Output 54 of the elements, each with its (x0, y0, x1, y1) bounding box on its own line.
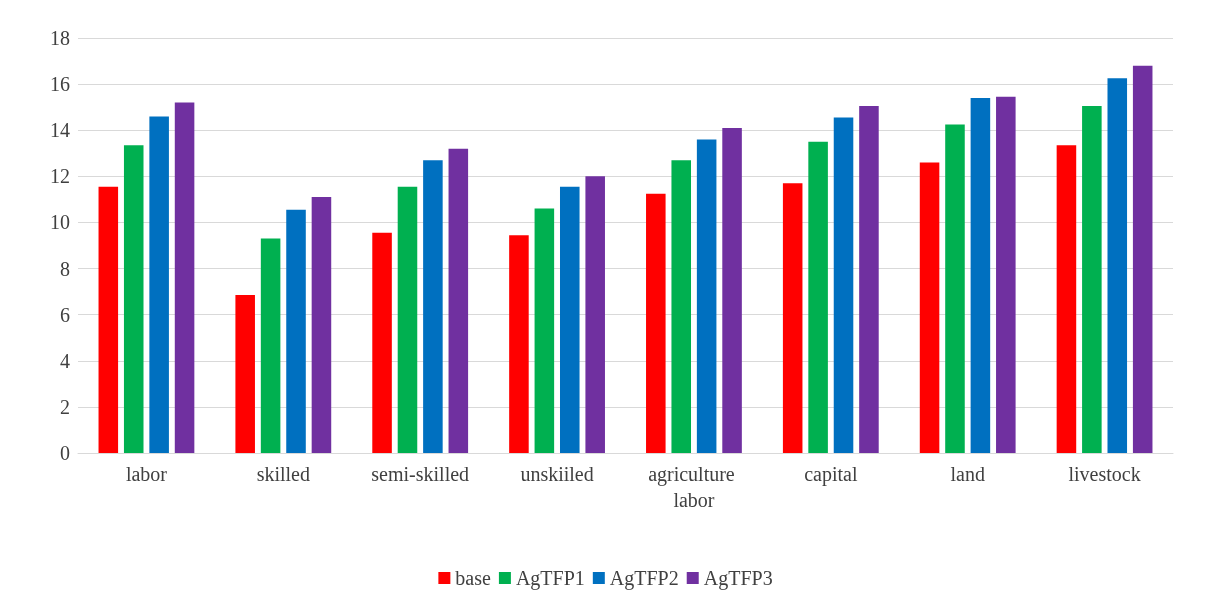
legend-label: AgTFP3 (703, 567, 773, 590)
y-tick-label: 0 (60, 442, 70, 464)
bar (1082, 106, 1102, 453)
bar (534, 208, 555, 453)
x-tick-label: semi-skilled (371, 463, 470, 485)
bar (509, 235, 529, 453)
x-tick-label: labor (125, 463, 168, 485)
legend-label: base (455, 567, 492, 589)
x-tick-label: unskiiled (520, 463, 594, 485)
y-tick-label: 2 (60, 395, 70, 418)
bar (808, 141, 828, 453)
bar (560, 186, 580, 453)
bar (996, 96, 1016, 453)
x-tick-label: skilled (256, 463, 310, 485)
bar (722, 127, 742, 453)
bar (782, 183, 803, 453)
bar (372, 232, 392, 453)
bar (423, 160, 443, 453)
bar (235, 295, 255, 453)
y-tick-label: 6 (60, 303, 70, 326)
bar (833, 117, 854, 453)
bar (1132, 65, 1153, 453)
bar (123, 145, 144, 453)
y-tick-label: 4 (60, 349, 70, 372)
bar (859, 106, 879, 453)
y-tick-label: 14 (50, 119, 70, 142)
bar (448, 148, 469, 453)
bar (671, 160, 691, 453)
bar (98, 186, 119, 453)
bar (646, 193, 666, 453)
x-tick-label: land (950, 463, 985, 485)
bar (696, 139, 717, 453)
bar (174, 102, 195, 453)
legend-label: AgTFP1 (515, 567, 585, 590)
y-tick-label: 8 (60, 257, 70, 280)
x-tick-label: agriculture labor (648, 463, 740, 511)
bar (311, 197, 332, 453)
bar (1107, 78, 1128, 453)
bar (970, 97, 991, 453)
bar (919, 162, 940, 453)
x-tick-label: livestock (1068, 463, 1141, 485)
bar (945, 124, 965, 453)
bar (286, 209, 306, 453)
bar (585, 176, 605, 453)
legend-label: AgTFP2 (609, 567, 679, 590)
y-tick-label: 10 (50, 211, 70, 234)
y-tick-label: 12 (50, 165, 70, 188)
bar (397, 186, 418, 453)
y-tick-label: 18 (50, 27, 70, 49)
bar (149, 116, 169, 453)
x-tick-label: capital (804, 463, 858, 486)
bar (1056, 145, 1077, 453)
y-tick-label: 16 (50, 73, 70, 96)
bar (260, 238, 281, 453)
